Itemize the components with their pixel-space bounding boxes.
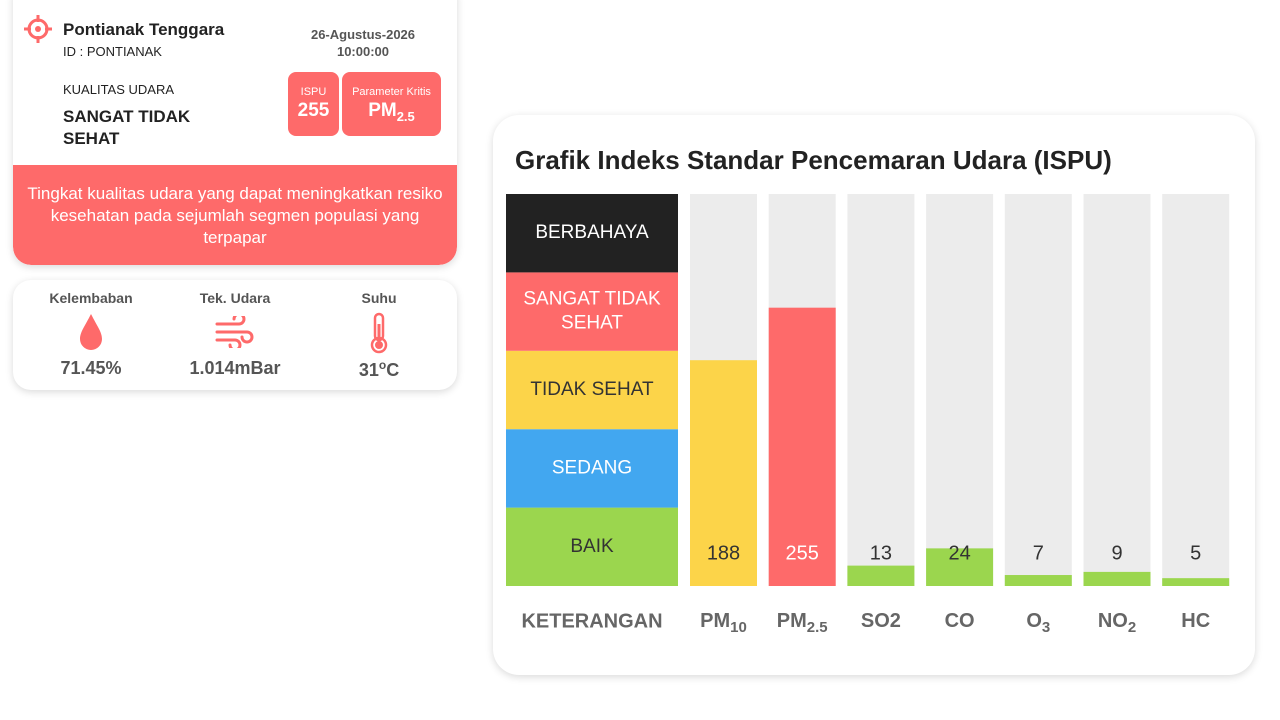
chart-card: Grafik Indeks Standar Pencemaran Udara (… — [493, 115, 1255, 675]
bar — [1162, 578, 1230, 586]
bar-track — [847, 194, 915, 586]
weather-label: Tek. Udara — [199, 290, 271, 306]
band-label: SANGAT TIDAK SEHAT — [523, 289, 661, 334]
weather-value: 31oC — [319, 358, 439, 381]
category: O — [1026, 610, 1042, 632]
band — [506, 350, 678, 430]
weather-value: 1.014mBar — [189, 358, 281, 378]
bar-track — [1083, 194, 1151, 586]
value-label: 9 — [1111, 542, 1122, 564]
time: 10:00:00 — [336, 44, 390, 59]
chart-title: Grafik Indeks Standar Pencemaran Udara (… — [515, 145, 1112, 175]
humidity-icon — [80, 314, 102, 350]
category-sub: 2.5 — [807, 619, 828, 636]
temp-unit: C — [386, 360, 400, 380]
value-label: 13 — [870, 542, 892, 564]
category-sub: 2 — [1128, 619, 1136, 636]
x-tick-label: SO2 — [861, 610, 901, 632]
category: PM — [700, 610, 730, 632]
bar — [1004, 575, 1072, 586]
location-icon — [24, 15, 52, 43]
category: CO — [945, 610, 975, 632]
quality-status: SANGAT TIDAK SEHAT — [63, 107, 191, 148]
band-label: SEDANG — [552, 457, 632, 478]
weather-card: Kelembaban 71.45% Tek. Udara 1.014mBar S… — [13, 280, 457, 390]
critical-box: Parameter Kritis PM2.5 — [342, 72, 441, 136]
band — [506, 507, 678, 586]
category-sub: 10 — [730, 619, 747, 636]
bar — [847, 565, 915, 586]
value-label: 5 — [1190, 542, 1201, 564]
x-label: KETERANGAN — [521, 610, 662, 632]
ispu-value: 255 — [297, 100, 330, 121]
bar-track — [1004, 194, 1072, 586]
band-label-line: SEHAT — [561, 313, 623, 334]
band — [506, 194, 678, 273]
value-label: 7 — [1033, 542, 1044, 564]
bar-track — [1162, 194, 1230, 586]
bar — [690, 360, 757, 586]
bar — [1083, 571, 1151, 586]
band — [506, 272, 678, 351]
category: NO — [1098, 610, 1128, 632]
station-id: ID : PONTIANAK — [63, 44, 162, 59]
value-label: 255 — [786, 542, 819, 564]
critical-sub: 2.5 — [396, 108, 415, 124]
x-tick-label: PM10 — [700, 610, 747, 636]
x-tick-label: CO — [945, 610, 975, 632]
ispu-label: ISPU — [300, 86, 327, 98]
date: 26-Agustus-2026 — [310, 27, 416, 42]
category: SO2 — [861, 610, 901, 632]
bar — [926, 548, 994, 586]
critical-label: Parameter Kritis — [352, 86, 431, 98]
band-label-line: SANGAT TIDAK — [523, 289, 661, 310]
band-label: BERBAHAYA — [535, 222, 649, 243]
value-label: 24 — [948, 542, 970, 564]
chart: Grafik Indeks Standar Pencemaran Udara (… — [506, 145, 1230, 636]
x-tick-label: O3 — [1026, 610, 1050, 636]
station-card: Pontianak Tenggara ID : PONTIANAK 26-Agu… — [13, 0, 457, 265]
x-tick-label: NO2 — [1098, 610, 1136, 636]
ispu-box: ISPU 255 — [288, 72, 339, 136]
critical-base: PM — [368, 100, 397, 121]
wind-icon — [215, 316, 254, 348]
bar-track — [926, 194, 994, 586]
temp-value: 31 — [358, 360, 379, 380]
description-banner: Tingkat kualitas udara yang dapat mening… — [13, 165, 457, 265]
x-tick-label: HC — [1181, 610, 1210, 632]
weather-value: 71.45% — [60, 358, 122, 378]
weather-label: Kelembaban — [49, 290, 133, 306]
x-tick-label: PM2.5 — [777, 610, 828, 636]
quality-label: KUALITAS UDARA — [63, 82, 175, 97]
temp-sup: o — [378, 358, 387, 372]
thermometer-icon — [370, 312, 388, 354]
bar — [768, 307, 836, 586]
value-label: 188 — [707, 542, 740, 564]
weather-label: Suhu — [361, 290, 397, 306]
description: Tingkat kualitas udara yang dapat mening… — [27, 184, 443, 247]
band — [506, 429, 678, 508]
station-name: Pontianak Tenggara — [63, 20, 225, 39]
category-sub: 3 — [1042, 619, 1050, 636]
category: HC — [1181, 610, 1210, 632]
category: PM — [777, 610, 807, 632]
critical-value: PM2.5 — [342, 100, 441, 124]
band-label: BAIK — [570, 536, 614, 557]
band-label: TIDAK SEHAT — [530, 379, 654, 400]
